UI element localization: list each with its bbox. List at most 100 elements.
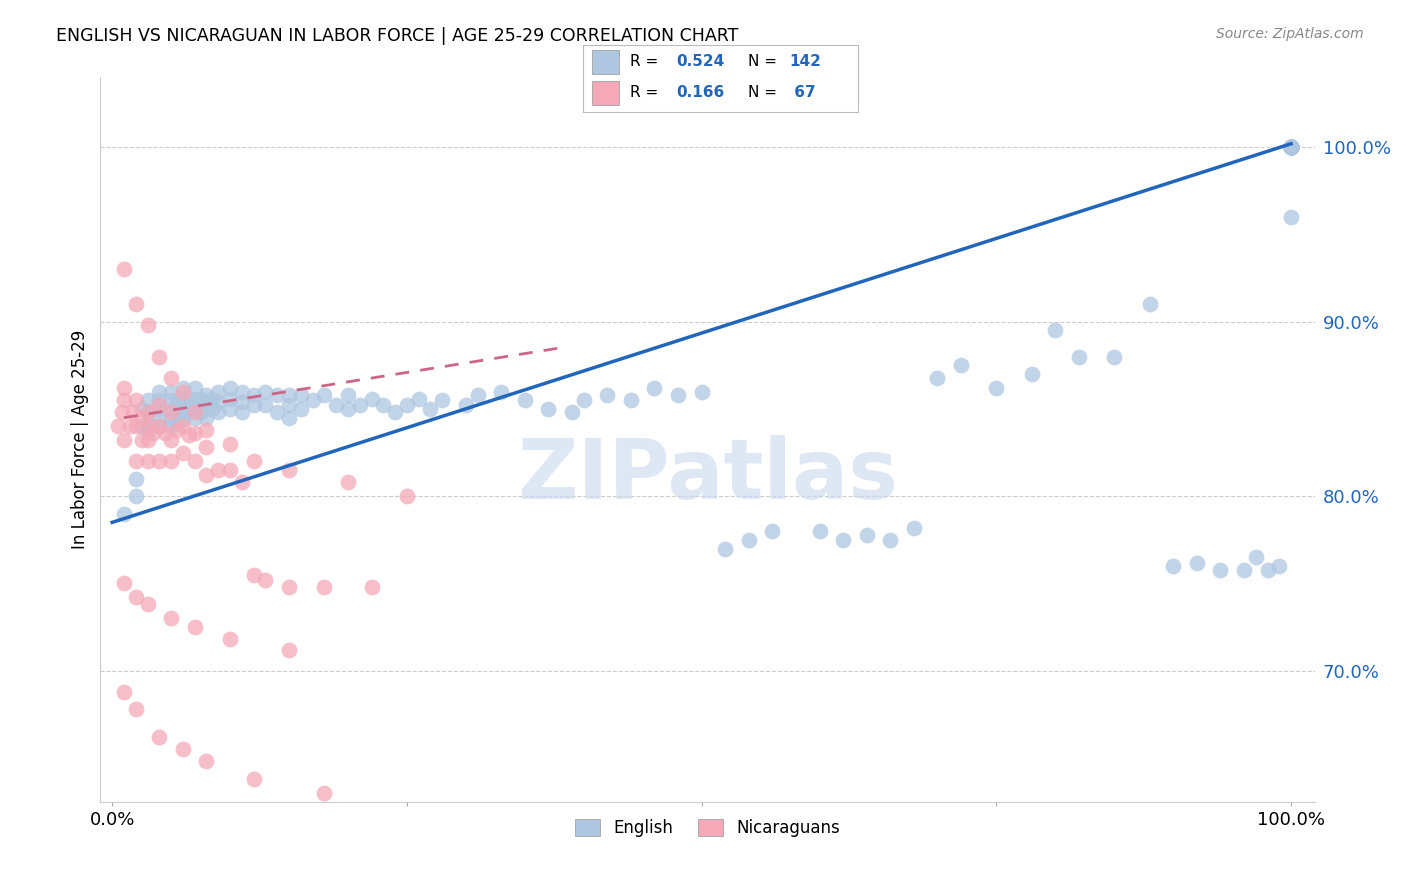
Point xyxy=(242,454,264,468)
Point xyxy=(336,475,359,490)
Point xyxy=(190,392,212,406)
Point xyxy=(666,388,689,402)
Point xyxy=(195,410,218,425)
Point xyxy=(290,388,312,402)
Point xyxy=(242,567,264,582)
Point xyxy=(160,410,183,425)
Point xyxy=(183,426,205,441)
Point xyxy=(242,772,264,786)
Point xyxy=(219,437,242,451)
Point xyxy=(122,405,145,419)
Point xyxy=(160,384,183,399)
Point xyxy=(408,392,430,406)
Point xyxy=(395,489,418,503)
Point xyxy=(172,393,194,408)
Point xyxy=(254,384,277,399)
Text: N =: N = xyxy=(748,85,778,100)
Point xyxy=(125,489,148,503)
Point xyxy=(1279,140,1302,154)
Point xyxy=(136,423,159,437)
Point xyxy=(278,399,301,413)
Point xyxy=(1279,140,1302,154)
Point xyxy=(183,392,205,406)
Point xyxy=(219,381,242,395)
Point xyxy=(112,507,135,521)
Point xyxy=(219,632,242,647)
Point xyxy=(1279,140,1302,154)
Point xyxy=(1279,140,1302,154)
Point xyxy=(153,426,176,441)
Point xyxy=(278,388,301,402)
Point xyxy=(136,393,159,408)
Text: ENGLISH VS NICARAGUAN IN LABOR FORCE | AGE 25-29 CORRELATION CHART: ENGLISH VS NICARAGUAN IN LABOR FORCE | A… xyxy=(56,27,738,45)
Point xyxy=(596,388,619,402)
Point xyxy=(112,381,135,395)
Point xyxy=(1279,140,1302,154)
Point xyxy=(855,527,877,541)
Point xyxy=(172,401,194,416)
Point xyxy=(177,393,200,408)
Point xyxy=(118,419,141,434)
Point xyxy=(278,463,301,477)
Point xyxy=(1279,140,1302,154)
Point xyxy=(195,399,218,413)
Point xyxy=(160,419,183,434)
Point xyxy=(1279,140,1302,154)
Point xyxy=(360,392,382,406)
Point xyxy=(927,370,949,384)
Point xyxy=(136,405,159,419)
Point xyxy=(183,401,205,416)
Legend: English, Nicaraguans: English, Nicaraguans xyxy=(568,813,846,844)
Point xyxy=(148,419,170,434)
Text: R =: R = xyxy=(630,85,658,100)
Point xyxy=(148,384,170,399)
Point xyxy=(131,434,153,448)
Point xyxy=(148,401,170,416)
Point xyxy=(160,454,183,468)
Point xyxy=(1279,140,1302,154)
Point xyxy=(131,419,153,434)
Point xyxy=(160,401,183,416)
Point xyxy=(1279,140,1302,154)
Point xyxy=(1279,140,1302,154)
Point xyxy=(419,401,441,416)
Point xyxy=(513,393,536,408)
Point xyxy=(207,384,229,399)
Text: 0.524: 0.524 xyxy=(676,54,725,70)
Y-axis label: In Labor Force | Age 25-29: In Labor Force | Age 25-29 xyxy=(72,330,89,549)
Point xyxy=(125,454,148,468)
Point xyxy=(219,392,242,406)
Point xyxy=(125,591,148,605)
Point xyxy=(761,524,783,538)
Point xyxy=(125,297,148,311)
Point xyxy=(242,399,264,413)
Point xyxy=(1279,210,1302,224)
Point xyxy=(561,405,583,419)
Point xyxy=(166,416,188,430)
Point xyxy=(290,401,312,416)
Point xyxy=(643,381,665,395)
Point xyxy=(160,405,183,419)
Point xyxy=(148,399,170,413)
Point xyxy=(266,405,288,419)
FancyBboxPatch shape xyxy=(592,81,619,104)
Point xyxy=(195,423,218,437)
Text: N =: N = xyxy=(748,54,778,70)
Text: 67: 67 xyxy=(789,85,815,100)
Point xyxy=(1279,140,1302,154)
Point xyxy=(254,399,277,413)
Point xyxy=(207,405,229,419)
Point xyxy=(166,423,188,437)
Point xyxy=(160,434,183,448)
Point xyxy=(1268,559,1291,574)
Point xyxy=(125,393,148,408)
Point xyxy=(395,399,418,413)
Point xyxy=(1067,350,1090,364)
Point xyxy=(136,598,159,612)
Point xyxy=(201,392,224,406)
Point xyxy=(148,393,170,408)
Point xyxy=(1279,140,1302,154)
Point xyxy=(166,405,188,419)
Point xyxy=(190,405,212,419)
Point xyxy=(160,611,183,625)
